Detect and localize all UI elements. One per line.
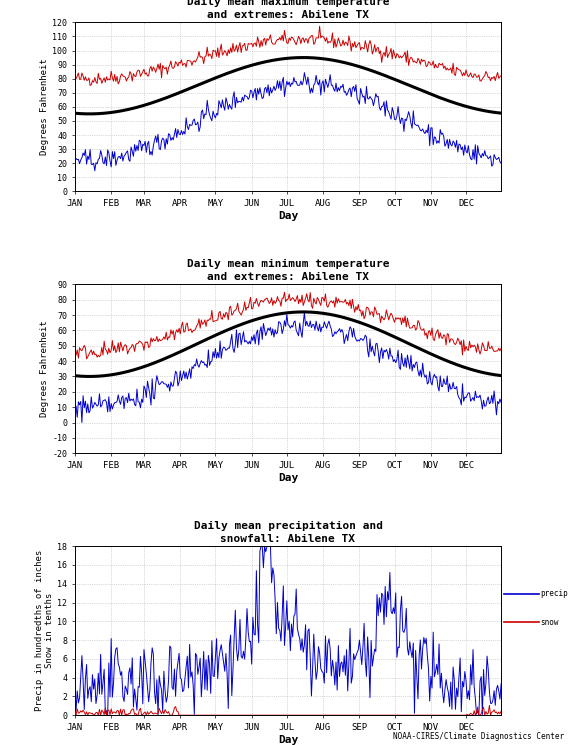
Text: snow: snow <box>540 618 559 627</box>
Title: Daily mean maximum temperature
and extremes: Abilene TX: Daily mean maximum temperature and extre… <box>187 0 389 20</box>
Y-axis label: Precip in hundredths of inches
Snow in tenths: Precip in hundredths of inches Snow in t… <box>35 550 55 711</box>
Text: NOAA-CIRES/Climate Diagnostics Center: NOAA-CIRES/Climate Diagnostics Center <box>393 732 564 741</box>
X-axis label: Day: Day <box>278 735 298 744</box>
X-axis label: Day: Day <box>278 472 298 483</box>
X-axis label: Day: Day <box>278 211 298 221</box>
Y-axis label: Degrees Fahrenheit: Degrees Fahrenheit <box>40 58 50 155</box>
Text: precip: precip <box>540 589 568 598</box>
Title: Daily mean minimum temperature
and extremes: Abilene TX: Daily mean minimum temperature and extre… <box>187 259 389 282</box>
Title: Daily mean precipitation and
snowfall: Abilene TX: Daily mean precipitation and snowfall: A… <box>194 521 382 544</box>
Y-axis label: Degrees Fahrenheit: Degrees Fahrenheit <box>40 320 50 417</box>
